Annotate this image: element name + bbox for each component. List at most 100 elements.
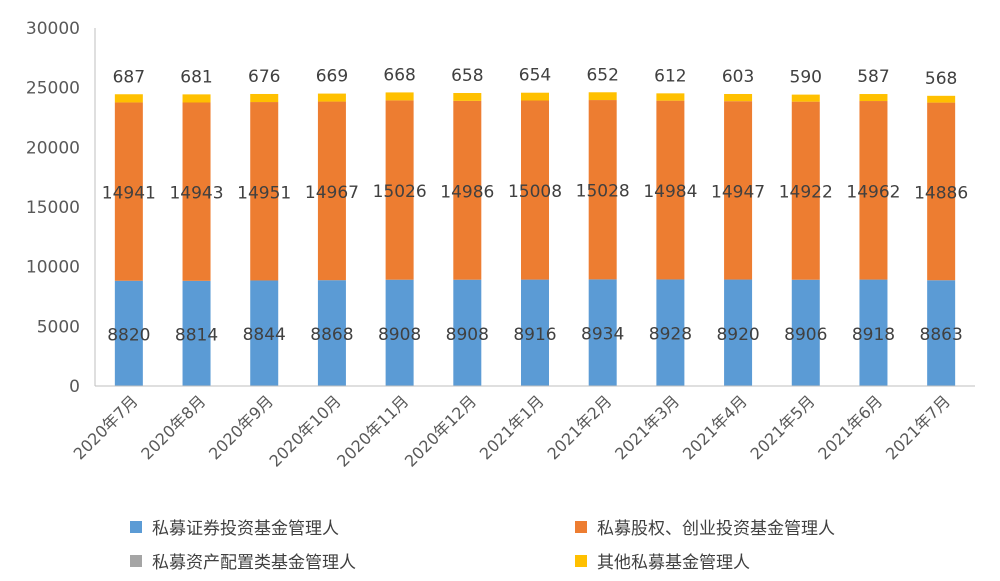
data-label: 587 [857,67,889,87]
data-label: 14986 [440,182,494,202]
bar-segment [859,94,888,102]
bar-segment [182,102,211,281]
x-tick-label: 2021年7月 [882,391,954,463]
y-axis: 0 5000 10000 15000 20000 25000 30000 [26,19,96,397]
bar-segment [250,280,279,386]
bar-segment [385,279,414,386]
bar-segment [453,279,482,386]
bar-segment [385,92,414,101]
data-label: 8928 [649,325,692,345]
data-label: 568 [925,69,957,89]
data-label: 8868 [310,325,353,345]
data-label: 14943 [169,184,223,204]
data-label: 603 [722,67,754,87]
data-label: 590 [790,68,822,88]
data-label: 8820 [107,325,150,345]
bar-segment [182,94,211,103]
data-label: 8916 [513,325,556,345]
data-label: 14984 [643,182,697,202]
bar-segment [656,100,685,280]
bar-segment [317,280,346,386]
bar-segment [724,93,753,102]
data-label: 668 [383,65,415,85]
x-axis: 2020年7月2020年8月2020年9月2020年10月2020年11月202… [70,385,975,471]
bar-segment [453,93,482,101]
x-tick-label: 2020年7月 [70,391,142,463]
y-tick-label: 15000 [26,198,80,218]
bar-segment [791,101,820,280]
bar-segment [114,94,143,103]
bar-segment [724,101,753,280]
data-label: 687 [113,67,145,87]
bar-segment [521,100,549,280]
data-label: 654 [519,66,551,86]
y-tick-label: 25000 [26,79,80,99]
bar-segment [521,92,549,101]
bar-segment [724,279,753,386]
data-label: 15026 [373,182,427,202]
y-tick-label: 5000 [37,317,80,337]
bars [114,92,956,386]
y-tick-label: 30000 [26,19,80,39]
bar-segment [453,100,482,280]
data-label: 8906 [784,325,827,345]
y-tick-label: 20000 [26,138,80,158]
data-label: 15028 [576,182,630,202]
x-tick-label: 2020年12月 [401,391,480,470]
bar-segment [317,93,346,102]
data-label: 14967 [305,183,359,203]
data-label: 8814 [175,325,218,345]
bar-segment [927,280,956,386]
bar-segment [859,101,888,280]
bar-segment [859,279,888,386]
data-label: 14962 [846,182,900,202]
bar-segment [317,101,346,281]
data-label: 658 [451,66,483,86]
bar-segment [927,95,956,103]
bar-segment [656,279,685,386]
x-tick-label: 2021年5月 [747,391,819,463]
data-label: 14922 [779,183,833,203]
data-label: 8863 [920,325,963,345]
bar-segment [250,102,279,281]
data-label: 669 [316,67,348,87]
bar-segment [182,280,211,386]
data-label: 14947 [711,182,765,202]
bar-segment [521,279,549,386]
bar-segment [588,279,617,386]
y-tick-label: 10000 [26,258,80,278]
bar-segment [927,102,956,281]
x-tick-label: 2020年10月 [265,391,344,470]
bar-segment [114,280,143,386]
data-labels: 8820 14941 687 8814 14943 681 8844 14951 676 8868… [102,65,968,345]
bar-segment [588,92,617,101]
data-label: 15008 [508,182,562,202]
data-label: 8908 [378,325,421,345]
data-label: 681 [180,67,212,87]
x-tick-label: 2021年1月 [476,391,548,463]
bar-segment [250,93,279,103]
bar-segment [791,279,820,386]
bar-segment [385,100,414,280]
data-label: 14886 [914,183,968,203]
x-tick-label: 2021年2月 [543,391,615,463]
data-label: 8934 [581,325,624,345]
data-label: 652 [586,65,618,85]
x-tick-label: 2020年8月 [137,391,209,463]
data-label: 14941 [102,184,156,204]
data-label: 8918 [852,325,895,345]
data-label: 612 [654,66,686,86]
x-tick-label: 2021年4月 [679,391,751,463]
x-tick-label: 2021年3月 [611,391,683,463]
x-tick-label: 2020年9月 [205,391,277,463]
y-tick-label: 0 [69,377,80,397]
data-label: 676 [248,67,280,87]
x-tick-label: 2020年11月 [333,391,412,470]
x-tick-label: 2021年6月 [814,391,886,463]
bar-segment [656,93,685,101]
data-label: 8920 [716,325,759,345]
data-label: 14951 [237,183,291,203]
bar-segment [588,100,617,280]
data-label: 8908 [446,325,489,345]
